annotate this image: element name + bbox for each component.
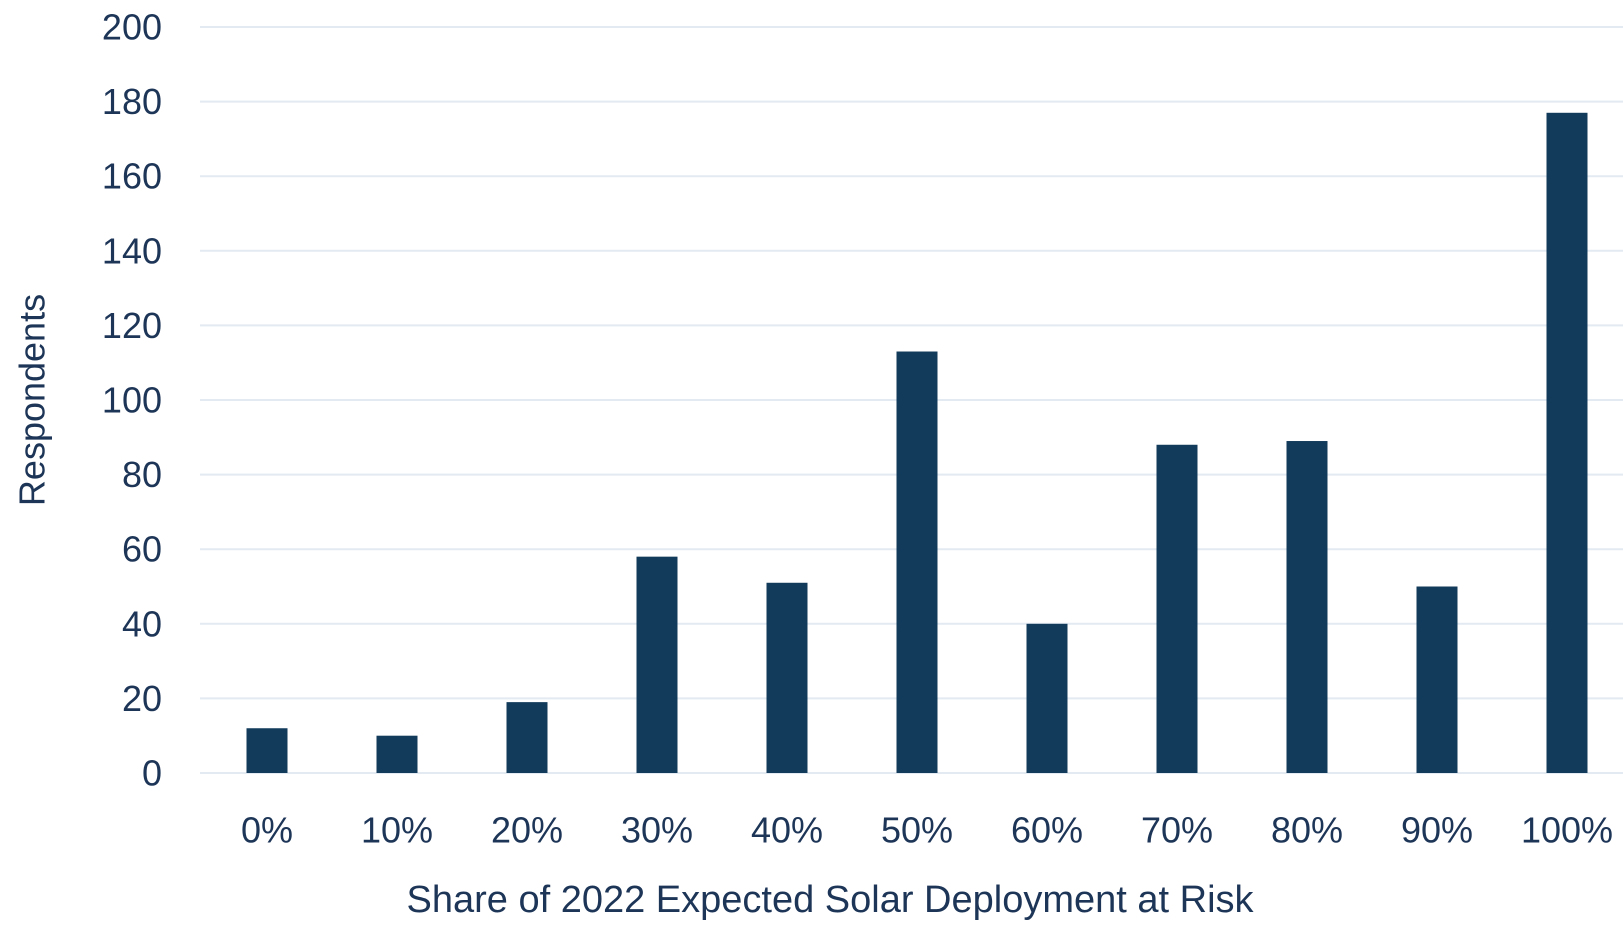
y-axis-label: Respondents (12, 294, 53, 506)
y-tick-label: 120 (102, 305, 162, 346)
bar (1546, 112, 1588, 774)
y-tick-label: 180 (102, 81, 162, 122)
x-tick-label: 0% (241, 810, 293, 851)
y-tick-label: 100 (102, 380, 162, 421)
bar (1286, 441, 1328, 773)
bar (1416, 586, 1458, 773)
x-tick-label: 30% (621, 810, 693, 851)
x-tick-label: 40% (751, 810, 823, 851)
bar (1156, 444, 1198, 773)
y-tick-label: 20 (122, 678, 162, 719)
bars (246, 112, 1588, 774)
bar (376, 735, 418, 773)
x-tick-label: 50% (881, 810, 953, 851)
x-tick-label: 60% (1011, 810, 1083, 851)
bar (896, 351, 938, 773)
bar (246, 728, 288, 773)
x-axis-ticks: 0% 10% 20% 30% 40% 50% 60% 70% 80% 90% 100% (241, 810, 1613, 851)
x-tick-label: 10% (361, 810, 433, 851)
y-tick-label: 160 (102, 156, 162, 197)
y-tick-label: 200 (102, 7, 162, 48)
x-tick-label: 100% (1521, 810, 1613, 851)
y-tick-label: 80 (122, 454, 162, 495)
bar (766, 582, 808, 773)
x-tick-label: 20% (491, 810, 563, 851)
bar (1026, 623, 1068, 773)
x-tick-label: 70% (1141, 810, 1213, 851)
x-tick-label: 80% (1271, 810, 1343, 851)
y-tick-label: 140 (102, 230, 162, 271)
bar (506, 702, 548, 773)
x-tick-label: 90% (1401, 810, 1473, 851)
y-tick-label: 40 (122, 603, 162, 644)
y-axis-ticks: 0 20 40 60 80 100 120 140 160 180 200 (102, 7, 162, 794)
bar (636, 556, 678, 773)
y-tick-label: 60 (122, 529, 162, 570)
x-axis-label: Share of 2022 Expected Solar Deployment … (406, 879, 1254, 921)
y-tick-label: 0 (142, 753, 162, 794)
